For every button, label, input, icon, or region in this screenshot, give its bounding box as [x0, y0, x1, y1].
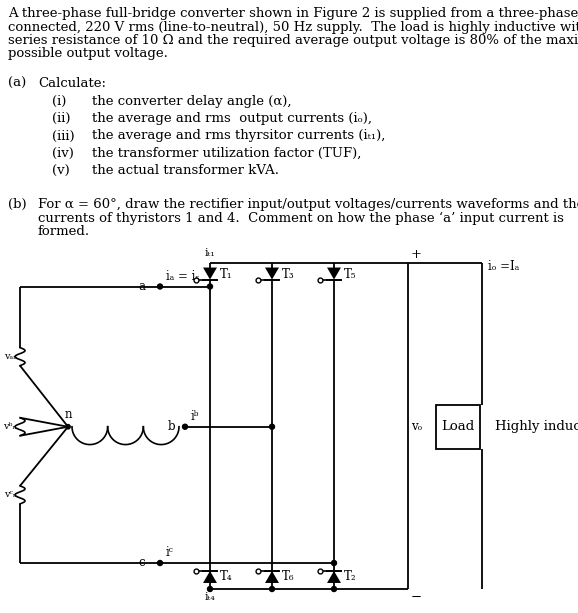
Text: Highly inductive load: Highly inductive load: [495, 421, 578, 433]
Text: iₜ₁: iₜ₁: [205, 248, 216, 259]
Text: (iv): (iv): [52, 147, 74, 160]
Text: Calculate:: Calculate:: [38, 77, 106, 90]
Text: possible output voltage.: possible output voltage.: [8, 47, 168, 61]
Text: series resistance of 10 Ω and the required average output voltage is 80% of the : series resistance of 10 Ω and the requir…: [8, 34, 578, 47]
Text: iₜ₄: iₜ₄: [205, 592, 216, 602]
Polygon shape: [203, 267, 217, 280]
Circle shape: [157, 560, 162, 566]
Text: T₅: T₅: [344, 268, 357, 281]
Circle shape: [269, 424, 275, 429]
Text: −: −: [411, 591, 422, 604]
Text: iₐ = iₛ: iₐ = iₛ: [166, 270, 199, 283]
Text: iₒ =Iₐ: iₒ =Iₐ: [488, 259, 519, 273]
Polygon shape: [265, 267, 279, 280]
Text: (a): (a): [8, 77, 26, 90]
Text: the average and rms thyrsitor currents (iₜ₁),: the average and rms thyrsitor currents (…: [92, 129, 386, 142]
Polygon shape: [327, 267, 341, 280]
Text: the transformer utilization factor (TUF),: the transformer utilization factor (TUF)…: [92, 147, 361, 160]
Text: T₂: T₂: [344, 569, 357, 582]
Circle shape: [269, 587, 275, 592]
Text: n: n: [64, 408, 72, 421]
Circle shape: [183, 424, 187, 429]
Circle shape: [208, 284, 213, 289]
Text: vₒ: vₒ: [411, 421, 423, 433]
Text: a: a: [138, 280, 145, 293]
FancyBboxPatch shape: [436, 405, 480, 449]
Circle shape: [66, 425, 70, 429]
Text: b: b: [168, 421, 175, 433]
Text: the converter delay angle (α),: the converter delay angle (α),: [92, 94, 291, 107]
Polygon shape: [327, 571, 341, 583]
Text: iᶜ: iᶜ: [166, 546, 174, 559]
Text: the actual transformer kVA.: the actual transformer kVA.: [92, 164, 279, 178]
Text: (ii): (ii): [52, 112, 71, 125]
Text: c: c: [138, 557, 145, 569]
Text: For α = 60°, draw the rectifier input/output voltages/currents waveforms and the: For α = 60°, draw the rectifier input/ou…: [38, 198, 578, 211]
Text: (v): (v): [52, 164, 70, 178]
Text: (b): (b): [8, 198, 27, 211]
Text: currents of thyristors 1 and 4.  Comment on how the phase ‘a’ input current is: currents of thyristors 1 and 4. Comment …: [38, 211, 564, 225]
Circle shape: [157, 284, 162, 289]
Text: +: +: [411, 248, 422, 261]
Text: iᵇ: iᵇ: [191, 409, 199, 423]
Circle shape: [332, 587, 336, 592]
Text: connected, 220 V rms (line-to-neutral), 50 Hz supply.  The load is highly induct: connected, 220 V rms (line-to-neutral), …: [8, 20, 578, 34]
Text: vᵇₙ: vᵇₙ: [3, 422, 17, 432]
Text: T₄: T₄: [220, 569, 233, 582]
Text: T₃: T₃: [282, 268, 295, 281]
Text: T₁: T₁: [220, 268, 233, 281]
Text: Load: Load: [442, 421, 475, 433]
Text: (i): (i): [52, 94, 66, 107]
Text: (iii): (iii): [52, 129, 75, 142]
Text: T₆: T₆: [282, 569, 295, 582]
Polygon shape: [265, 571, 279, 583]
Polygon shape: [203, 571, 217, 583]
Circle shape: [332, 560, 336, 566]
Text: formed.: formed.: [38, 225, 90, 238]
Text: vₐₙ: vₐₙ: [3, 352, 17, 361]
Text: the average and rms  output currents (iₒ),: the average and rms output currents (iₒ)…: [92, 112, 372, 125]
Circle shape: [208, 587, 213, 592]
Text: A three-phase full-bridge converter shown in Figure 2 is supplied from a three-p: A three-phase full-bridge converter show…: [8, 7, 578, 20]
Text: vᶜₙ: vᶜₙ: [4, 490, 17, 500]
